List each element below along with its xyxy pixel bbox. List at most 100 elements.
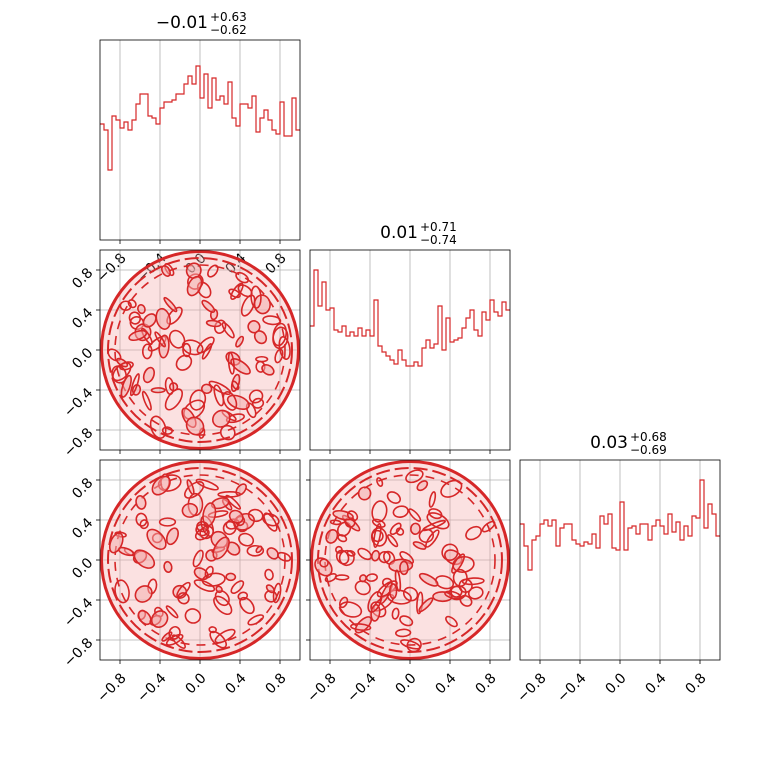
contour-line [402,586,419,602]
contour-line [186,479,195,495]
x-tick-label: −0.4 [554,670,589,705]
contour-line [129,373,140,397]
contour-line [452,568,468,587]
contour-line [426,512,450,530]
contour-line [185,262,202,279]
contour-line [149,415,167,439]
contour-line [139,519,149,530]
contour-line [230,358,251,375]
contour-line [227,352,235,375]
contour-line [240,294,256,317]
histogram-panel-3-3: 0.03 +0.68−0.69 −0.8 −0.4 0.0 0.4 0.8 [514,430,721,706]
contour-line [165,605,179,619]
contour-line [392,505,409,519]
contour-line [137,609,152,626]
contour-line [114,579,130,604]
contour-line [222,391,238,411]
contour-line [237,591,249,601]
contour-line [189,389,207,411]
contour-line [370,527,388,547]
contour-line [185,416,205,436]
contour-line [135,494,147,510]
contour-line [386,491,401,504]
y-tick-label: 0.0 [69,555,96,582]
x-tick-label: 0.8 [263,670,290,697]
contour-line [428,491,437,508]
contour-line [247,614,265,626]
title-plus: +0.68 [630,430,667,444]
contour-line [108,532,124,554]
contour-line [371,500,388,523]
contour-line [195,478,219,491]
x-tick-label: 0.4 [643,670,670,697]
contour-line [441,543,459,561]
contour-line [338,596,349,609]
contour-line [119,300,132,311]
contour-line [127,299,137,309]
contour-line [386,534,399,548]
contour-ring-line [324,474,496,646]
contour-line [177,592,190,605]
y-tick-label: 0.4 [69,305,96,332]
contour-line [196,336,215,354]
contour-line [165,527,179,546]
contour-line [134,585,153,603]
contour-line [461,577,485,586]
contour-line [208,380,232,396]
contour-line [335,545,343,554]
contour-line [408,508,422,522]
contour-line [371,549,381,562]
contour-line [412,541,427,550]
contour-line [164,377,175,396]
contour-line [141,390,152,411]
contour-line [357,547,373,561]
contour-line [399,615,414,627]
contour-line [425,529,440,548]
x-tick-label: 0.0 [603,670,630,697]
contour-line [451,553,466,574]
contour-line [337,534,348,543]
contour-line [161,426,173,435]
contour-line [399,560,409,576]
contour-line [410,522,421,536]
x-tick-label: −0.8 [304,670,339,705]
contour-line [391,607,400,620]
contour-line [346,510,359,522]
x-tick-label: 0.8 [263,250,290,277]
contour-line [211,409,231,428]
contour-line [319,558,329,568]
contour-line [151,475,171,496]
contour-line [246,544,265,557]
contour-line [209,630,228,649]
contour-line [214,628,236,644]
x-tick-label: 0.4 [433,670,460,697]
contour-line [193,579,216,592]
contour-line [128,329,148,342]
contour-fill [100,460,300,660]
contour-line [238,532,255,547]
histogram-step-line [310,269,510,367]
x-tick-label: −0.8 [94,250,129,285]
contour-line [120,374,132,398]
contour-line [235,271,250,284]
contour-line [445,615,458,628]
contour-panel-3-2: −0.8 −0.4 0.0 0.4 0.8 [304,459,511,706]
contour-line [154,331,166,348]
x-tick-label: −0.4 [134,670,169,705]
title-value: 0.01 [380,223,418,243]
contour-line [217,491,242,498]
contour-line [405,469,424,484]
contour-line [467,586,484,600]
y-tick-label: −0.8 [61,425,96,460]
contour-line [182,342,192,358]
contour-line [247,508,264,523]
contour-group [100,250,300,450]
contour-line [395,628,412,638]
histogram-panel-1-1: −0.01+0.63−0.62−0.8−0.40.00.40.8 [94,10,301,286]
contour-outer-line [100,250,300,450]
contour-line [266,547,279,560]
title-minus: −0.62 [210,23,247,37]
contour-line [324,572,338,583]
contour-line [212,536,230,560]
